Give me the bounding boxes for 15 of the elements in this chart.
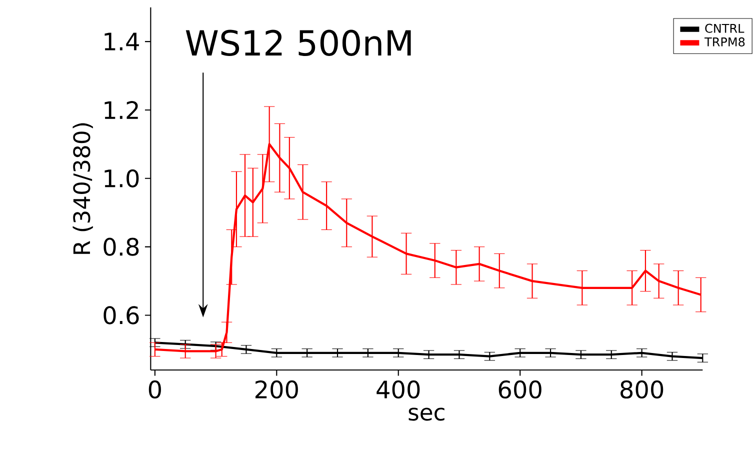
y-tick-label: 1.0 bbox=[104, 169, 139, 188]
annotation: WS12 500nM bbox=[186, 30, 411, 56]
y-tick-label: 1.4 bbox=[104, 32, 139, 50]
x-tick-label: 400 bbox=[376, 380, 420, 399]
y-tick-label: 0.6 bbox=[104, 306, 139, 324]
x-tick-label: 600 bbox=[498, 380, 542, 399]
legend-label: CNTRL bbox=[705, 24, 744, 33]
legend-label: TRPM8 bbox=[704, 37, 745, 46]
y-axis-title: R (340/380) bbox=[72, 123, 93, 254]
y-tick-label: 1.2 bbox=[104, 101, 138, 119]
x-tick-label: 800 bbox=[620, 380, 664, 399]
x-tick-label: 0 bbox=[148, 380, 161, 399]
x-tick-label: 200 bbox=[256, 380, 298, 399]
x-axis-title: sec bbox=[408, 408, 444, 421]
y-tick-label: 0.8 bbox=[104, 238, 139, 256]
